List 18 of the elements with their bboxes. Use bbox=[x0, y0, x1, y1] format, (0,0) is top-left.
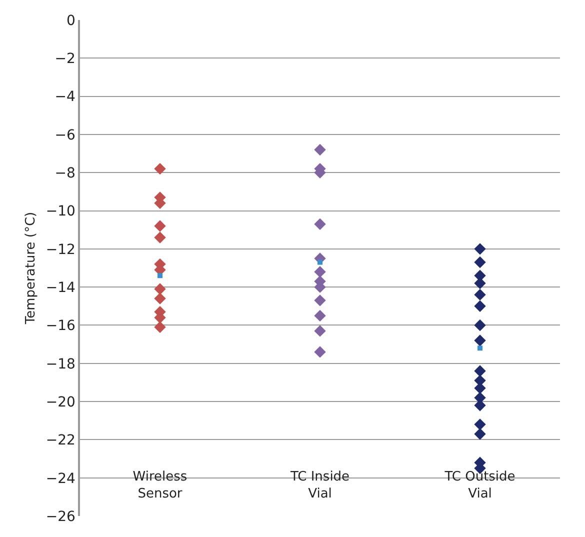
y-tick-label: −2 bbox=[54, 51, 76, 68]
x-tick-label: Wireless Sensor bbox=[132, 469, 188, 502]
x-tick-label: TC Inside Vial bbox=[289, 469, 350, 502]
x-tick-label: TC Outside Vial bbox=[444, 469, 516, 502]
y-tick-label: −12 bbox=[46, 242, 76, 258]
y-tick-label: −16 bbox=[46, 318, 76, 334]
y-tick-label: −14 bbox=[46, 280, 76, 296]
y-axis-title: Temperature (°C) bbox=[23, 212, 38, 326]
y-tick-label: −8 bbox=[54, 166, 76, 182]
y-tick-label: −4 bbox=[54, 89, 76, 106]
y-tick-label: −10 bbox=[46, 204, 76, 220]
y-tick-label: −22 bbox=[46, 432, 76, 449]
y-tick-label: −20 bbox=[46, 394, 76, 410]
y-tick-label: −26 bbox=[46, 508, 76, 525]
y-tick-label: −18 bbox=[46, 356, 76, 372]
y-tick-label: −6 bbox=[54, 127, 76, 144]
y-tick-label: 0 bbox=[66, 12, 76, 29]
y-tick-label: −24 bbox=[46, 470, 76, 487]
